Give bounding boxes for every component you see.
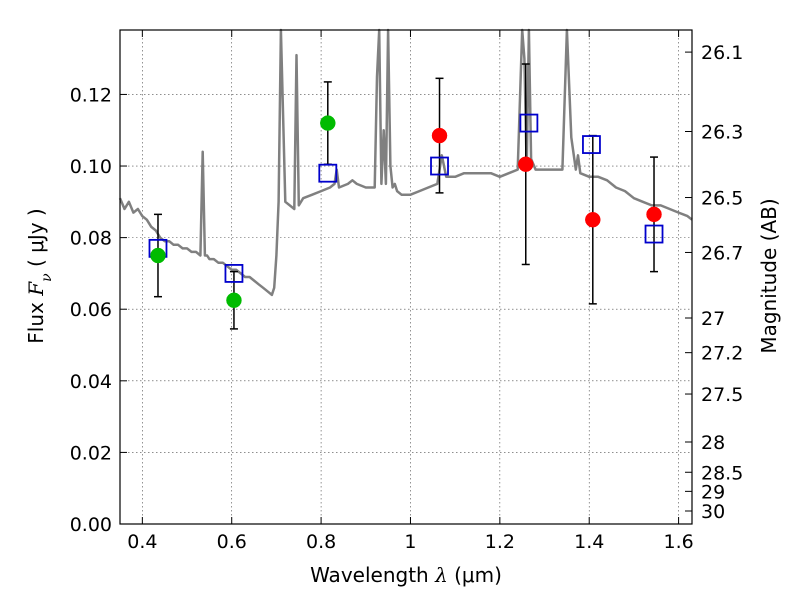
x-tick-label: 1.4 (574, 531, 604, 553)
grid-lines (120, 30, 692, 525)
blue-square-marker (430, 156, 449, 176)
blue-square-marker (318, 163, 338, 183)
x-tick-label: 0.4 (127, 531, 157, 553)
y-axis-label-text: Flux (24, 296, 48, 344)
model-sed-line (118, 28, 693, 297)
y-tick-label: 0.00 (70, 514, 112, 536)
y-axis-flux-subscript: ν (39, 273, 55, 282)
plot-frame (119, 29, 693, 525)
y2-axis-label: Magnitude (AB) (757, 198, 781, 353)
blue-square-marker (644, 224, 664, 244)
y-axis-label: Flux Fν ( μJy ) (24, 208, 55, 343)
mag-tick-label: 28 (701, 432, 725, 454)
blue-square-marker (519, 113, 539, 133)
x-axis-unit: (μm) (448, 563, 502, 587)
blue-square-marker (224, 264, 244, 283)
tick-labels: 0.4 0.6 0.8 1 1.2 1.4 1.6 0.00 0.02 0.04 0.06 0.08 0… (70, 42, 744, 553)
red-point-marker (518, 156, 534, 172)
y-tick-label: 0.02 (70, 442, 112, 464)
x-axis-lambda: λ (434, 563, 448, 587)
mag-tick-label: 26.7 (701, 242, 743, 264)
data-markers-layer (148, 113, 664, 309)
red-point-marker (585, 211, 601, 228)
green-point-marker (320, 115, 336, 131)
mag-tick-label: 26.3 (701, 121, 743, 143)
green-point-marker (150, 247, 166, 264)
x-tick-label: 1.6 (663, 531, 693, 553)
x-tick-label: 1.2 (485, 531, 515, 553)
y-tick-label: 0.08 (70, 228, 112, 250)
y-tick-label: 0.04 (70, 371, 112, 393)
model-sed-layer (118, 28, 693, 297)
mag-tick-label: 28.5 (701, 462, 743, 484)
red-point-marker (431, 127, 448, 144)
mag-tick-label: 27.5 (701, 384, 743, 406)
mag-tick-label: 29 (701, 481, 725, 503)
mag-tick-label: 26.5 (701, 188, 743, 210)
mag-tick-label: 30 (701, 501, 725, 523)
mag-tick-label: 27.2 (701, 343, 743, 365)
green-point-marker (226, 292, 242, 309)
x-axis-label: Wavelength λ (μm) (310, 563, 502, 587)
y-axis-unit: ( μJy ) (24, 208, 48, 273)
mag-tick-label: 26.1 (701, 42, 743, 64)
y-tick-label: 0.10 (70, 156, 112, 178)
x-tick-label: 0.8 (306, 531, 336, 553)
blue-square-marker (582, 135, 601, 154)
error-bars-layer (153, 63, 659, 330)
x-tick-label: 0.6 (217, 531, 247, 553)
x-axis-label-text: Wavelength (310, 563, 435, 587)
x-tick-label: 1 (404, 531, 416, 553)
axis-ticks (120, 30, 692, 525)
y-tick-label: 0.06 (70, 299, 112, 321)
red-point-marker (646, 206, 662, 223)
mag-tick-label: 27 (701, 308, 725, 330)
y-axis-flux-symbol: F (24, 281, 48, 297)
y-tick-label: 0.12 (70, 84, 112, 106)
